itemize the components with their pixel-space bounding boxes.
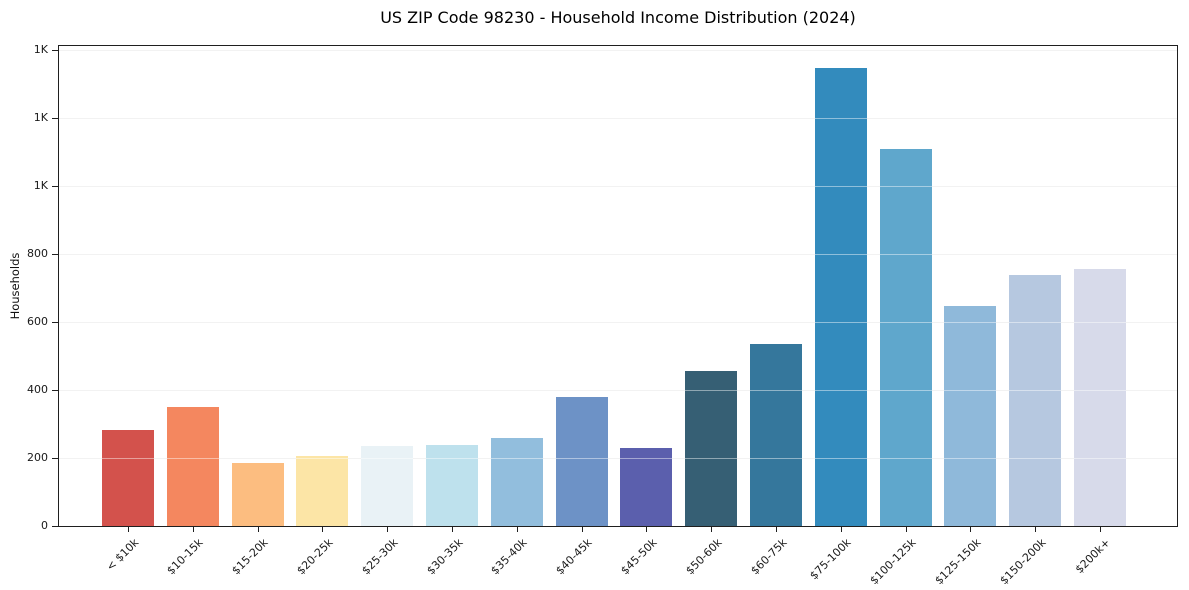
gridline [59, 118, 1177, 120]
gridline-overlay [59, 186, 1177, 188]
gridline [59, 322, 1177, 324]
y-tick-mark [52, 186, 58, 188]
y-tick-label: 800 [27, 247, 48, 261]
x-tick-mark [322, 526, 324, 532]
x-tick-label: $100-125k [867, 536, 919, 588]
chart-title: US ZIP Code 98230 - Household Income Dis… [380, 8, 856, 27]
x-tick-mark [581, 526, 583, 532]
y-tick-label: 600 [27, 315, 48, 329]
x-tick-mark [776, 526, 777, 532]
x-tick-label: $75-100k [807, 536, 855, 583]
x-tick-label: $25-30k [359, 536, 401, 578]
y-tick-mark [52, 254, 58, 256]
x-tick-label: $60-75k [747, 536, 790, 578]
x-tick-mark [646, 526, 648, 532]
bar-$50-60k [685, 370, 738, 526]
x-tick-mark [1100, 526, 1101, 532]
y-tick-label: 200 [27, 451, 48, 464]
bar-$100-125k [879, 149, 932, 526]
x-tick-label: $40-45k [553, 536, 595, 578]
x-tick-mark [970, 526, 972, 532]
y-tick-mark [52, 50, 58, 52]
y-tick-label: 1K [33, 43, 48, 57]
bar-$20-25k [296, 455, 349, 526]
x-tick-label: $150-200k [997, 536, 1049, 588]
x-tick-label: $10-15k [164, 536, 207, 578]
x-tick-mark [711, 526, 713, 532]
gridline-overlay [59, 118, 1177, 120]
x-tick-mark [516, 526, 518, 532]
gridline [59, 186, 1177, 188]
gridline-overlay [59, 322, 1177, 324]
bar-$40-45k [555, 397, 608, 526]
x-tick-label: $45-50k [618, 536, 660, 578]
bar-$75-100k [814, 68, 867, 526]
x-tick-mark [192, 526, 194, 532]
x-tick-mark [387, 526, 389, 532]
gridline [59, 458, 1177, 459]
bar-$125-150k [944, 306, 997, 526]
y-tick-mark [52, 390, 58, 392]
gridline-overlay [59, 458, 1177, 459]
y-tick-mark [52, 458, 58, 459]
bar-$45-50k [620, 447, 673, 526]
y-tick-label: 1K [33, 111, 48, 125]
bar-$150-200k [1009, 275, 1062, 526]
gridline [59, 50, 1177, 52]
bar-$15-20k [231, 462, 284, 526]
gridline-overlay [59, 50, 1177, 52]
gridline-overlay [59, 390, 1177, 392]
x-tick-label: $125-150k [932, 536, 984, 588]
gridline-overlay [59, 254, 1177, 256]
y-tick-label: 1K [33, 179, 48, 193]
x-tick-mark [840, 526, 842, 532]
y-tick-mark [52, 322, 58, 324]
y-tick-label: 400 [27, 383, 48, 397]
bar-$35-40k [490, 437, 543, 526]
bar-$25-30k [361, 446, 414, 526]
gridline [59, 254, 1177, 256]
x-tick-mark [128, 526, 129, 532]
y-tick-mark [52, 118, 58, 120]
bar-$30-35k [426, 445, 478, 526]
x-tick-mark [1035, 526, 1037, 532]
bar-$10-15k [166, 406, 219, 526]
bar-$200k+ [1074, 269, 1126, 526]
x-tick-label: $50-60k [683, 536, 725, 578]
gridline [59, 390, 1177, 392]
x-tick-label: $20-25k [294, 536, 336, 578]
bar-<$10k [102, 430, 154, 526]
y-tick-mark [52, 526, 58, 527]
x-tick-mark [905, 526, 907, 532]
x-tick-mark [257, 526, 259, 532]
y-tick-label: 0 [41, 519, 48, 532]
x-tick-label: $35-40k [488, 536, 531, 578]
x-tick-mark [452, 526, 453, 532]
x-tick-label: $15-20k [229, 536, 271, 578]
bar-$60-75k [750, 344, 802, 526]
y-axis-label: Households [8, 252, 22, 320]
x-tick-label: $30-35k [423, 536, 466, 578]
x-tick-label: $200k+ [1073, 536, 1114, 577]
x-tick-label: < $10k [103, 536, 142, 574]
